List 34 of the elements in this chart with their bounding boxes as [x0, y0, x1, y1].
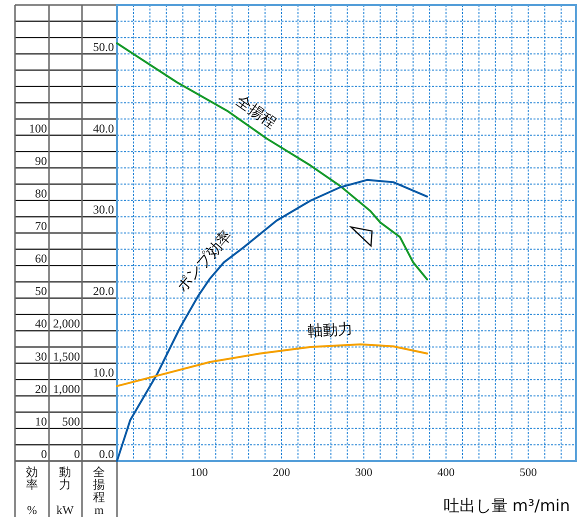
- y3-tick-label: 2,000: [53, 316, 80, 331]
- text: ポンプ効率: [172, 226, 236, 296]
- y2-tick-label: 100: [29, 121, 47, 136]
- y-tick-label: 50.0: [93, 40, 114, 54]
- y2-tick-label: 60: [35, 252, 47, 266]
- y2-tick-label: 80: [35, 186, 47, 200]
- y2-tick-label: 10: [35, 414, 47, 428]
- x-axis-title: 吐出し量 m³/min: [443, 496, 570, 515]
- y-tick-label: 30.0: [93, 202, 114, 217]
- y3-tick-label: 1,500: [53, 349, 80, 364]
- x-tick-label: 500: [520, 467, 538, 479]
- y2-axis-title: 効率 %: [26, 465, 38, 517]
- y-tick-label: 0.0: [99, 447, 114, 461]
- x-tick-label: 400: [437, 467, 455, 479]
- y-tick-label: 40.0: [93, 121, 114, 136]
- y2-tick-label: 30: [35, 349, 47, 364]
- y-tick-label: 20.0: [93, 284, 114, 298]
- y-axis-title: 全揚程 m: [93, 465, 105, 517]
- y2-tick-label: 70: [35, 219, 47, 233]
- x-tick-label: 100: [190, 467, 208, 479]
- y-tick-label: 10.0: [93, 366, 114, 380]
- y2-tick-label: 50: [35, 284, 47, 298]
- y2-tick-label: 20: [35, 382, 47, 396]
- text: 全揚程: [232, 91, 280, 132]
- series-label: 軸動力: [307, 320, 354, 340]
- y2-tick-label: 0: [41, 447, 47, 461]
- y3-tick-label: 1,000: [53, 382, 80, 396]
- x-tick-label: 200: [272, 467, 290, 479]
- y2-tick-label: 40: [35, 316, 47, 331]
- x-tick-label: 300: [355, 467, 373, 479]
- y3-tick-label: 500: [62, 414, 80, 428]
- y3-axis-title: 動力 kW: [56, 465, 74, 517]
- y3-tick-label: 0: [74, 447, 80, 461]
- y2-tick-label: 90: [35, 154, 47, 168]
